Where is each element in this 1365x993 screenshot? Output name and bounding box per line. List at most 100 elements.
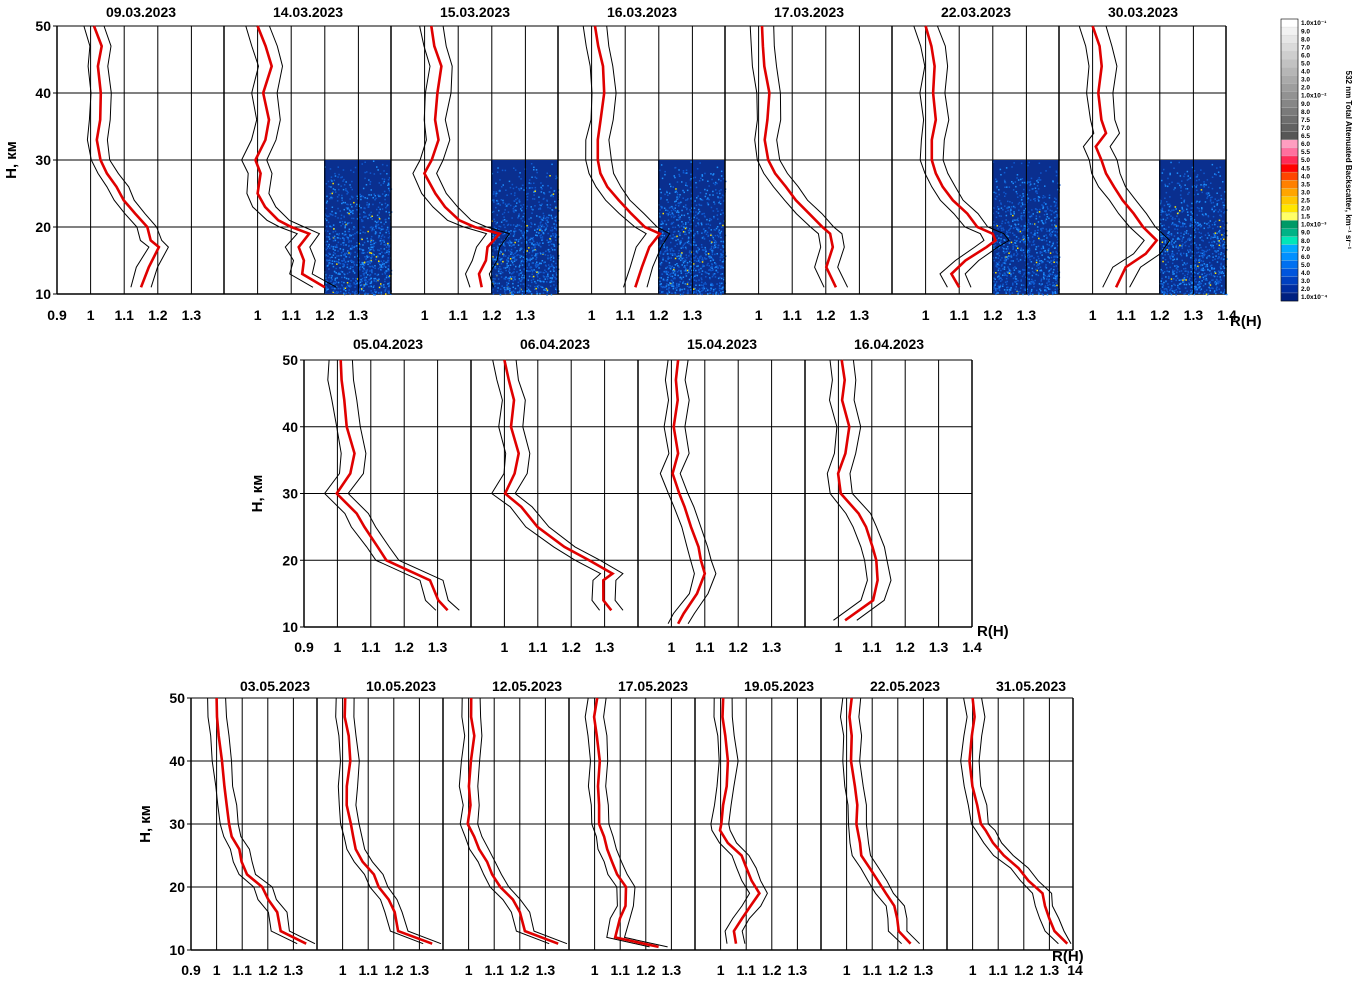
backscatter-speck [710, 257, 712, 259]
x-tick-label: 1.3 [1040, 962, 1060, 978]
backscatter-speck [376, 279, 378, 281]
backscatter-speck [1222, 240, 1224, 242]
backscatter-speck [351, 245, 353, 247]
backscatter-speck [1039, 179, 1041, 181]
backscatter-speck [1196, 176, 1198, 178]
backscatter-speck [707, 197, 709, 199]
backscatter-speck [1013, 183, 1015, 185]
backscatter-speck [997, 288, 999, 290]
backscatter-speck [662, 232, 664, 234]
backscatter-speck [326, 208, 328, 210]
x-tick-label: 1.1 [232, 962, 252, 978]
colorbar-swatch [1281, 100, 1298, 108]
backscatter-speck [385, 232, 387, 234]
backscatter-speck [555, 206, 557, 208]
profile-lower-bound [827, 360, 867, 620]
backscatter-speck [1214, 258, 1216, 260]
backscatter-speck [1190, 290, 1192, 292]
backscatter-speck [1199, 276, 1201, 278]
backscatter-speck [335, 281, 337, 283]
backscatter-speck [372, 266, 374, 268]
backscatter-speck [1181, 180, 1183, 182]
backscatter-speck [536, 242, 538, 244]
backscatter-speck [1005, 182, 1007, 184]
backscatter-speck [547, 290, 549, 292]
backscatter-speck [674, 201, 676, 203]
backscatter-speck [381, 204, 383, 206]
backscatter-speck [1214, 292, 1216, 294]
backscatter-speck [1031, 216, 1033, 218]
backscatter-speck [326, 202, 328, 204]
backscatter-speck [336, 244, 338, 246]
backscatter-speck [376, 222, 378, 224]
backscatter-speck [549, 207, 551, 209]
backscatter-speck [386, 252, 388, 254]
backscatter-speck [514, 292, 516, 294]
backscatter-speck [669, 249, 671, 251]
backscatter-speck [675, 240, 677, 242]
backscatter-speck [344, 209, 346, 211]
backscatter-speck [664, 235, 666, 237]
backscatter-speck [681, 221, 683, 223]
backscatter-speck [327, 248, 329, 250]
colorbar-label: 3.5 [1301, 181, 1310, 188]
backscatter-speck [1004, 256, 1006, 258]
row-2: 1020304050H, кмR(H)05.04.2023 06.04.2023 1… [249, 336, 1009, 655]
backscatter-speck [671, 210, 673, 212]
backscatter-speck [1168, 254, 1170, 256]
backscatter-speck [1003, 229, 1005, 231]
backscatter-speck [993, 260, 995, 262]
backscatter-speck [1209, 283, 1211, 285]
backscatter-speck [721, 278, 723, 280]
backscatter-speck [1037, 270, 1039, 272]
backscatter-speck [508, 255, 510, 257]
backscatter-speck [1188, 294, 1190, 296]
backscatter-speck [502, 213, 504, 215]
backscatter-speck [336, 233, 338, 235]
backscatter-speck [697, 275, 699, 277]
backscatter-speck [1217, 250, 1219, 252]
backscatter-speck [684, 234, 686, 236]
backscatter-speck [1018, 238, 1020, 240]
backscatter-speck [695, 182, 697, 184]
backscatter-speck [372, 248, 374, 250]
backscatter-speck [1005, 282, 1007, 284]
backscatter-speck [1040, 267, 1042, 269]
backscatter-speck [1039, 263, 1041, 265]
backscatter-speck [332, 260, 334, 262]
backscatter-speck [1009, 294, 1011, 296]
backscatter-speck [681, 181, 683, 183]
backscatter-speck [521, 242, 523, 244]
backscatter-speck [523, 204, 525, 206]
backscatter-speck [528, 285, 530, 287]
backscatter-speck [1203, 261, 1205, 263]
backscatter-speck [346, 286, 348, 288]
backscatter-speck [1042, 197, 1044, 199]
backscatter-speck [337, 176, 339, 178]
panel-title: 16.04.2023 [854, 336, 924, 352]
backscatter-speck [539, 204, 541, 206]
backscatter-speck [712, 293, 714, 295]
x-tick-label: 1.2 [983, 307, 1003, 323]
backscatter-speck [1018, 260, 1020, 262]
backscatter-speck [497, 172, 499, 174]
panel-title: 17.05.2023 [618, 678, 688, 694]
backscatter-speck [1011, 255, 1013, 257]
backscatter-speck [494, 286, 496, 288]
backscatter-speck [998, 268, 1000, 270]
backscatter-speck [722, 194, 724, 196]
backscatter-speck [338, 273, 340, 275]
panel-09.03.2023: 09.03.2023 [57, 4, 191, 294]
backscatter-speck [1029, 190, 1031, 192]
backscatter-speck [711, 283, 713, 285]
backscatter-speck [1220, 226, 1222, 228]
colorbar-label: 7.0 [1301, 125, 1310, 132]
backscatter-speck [1204, 276, 1206, 278]
backscatter-speck [555, 236, 557, 238]
backscatter-speck [1191, 220, 1193, 222]
backscatter-speck [723, 178, 725, 180]
backscatter-speck [1186, 230, 1188, 232]
backscatter-speck [1186, 284, 1188, 286]
backscatter-speck [546, 200, 548, 202]
backscatter-speck [679, 218, 681, 220]
